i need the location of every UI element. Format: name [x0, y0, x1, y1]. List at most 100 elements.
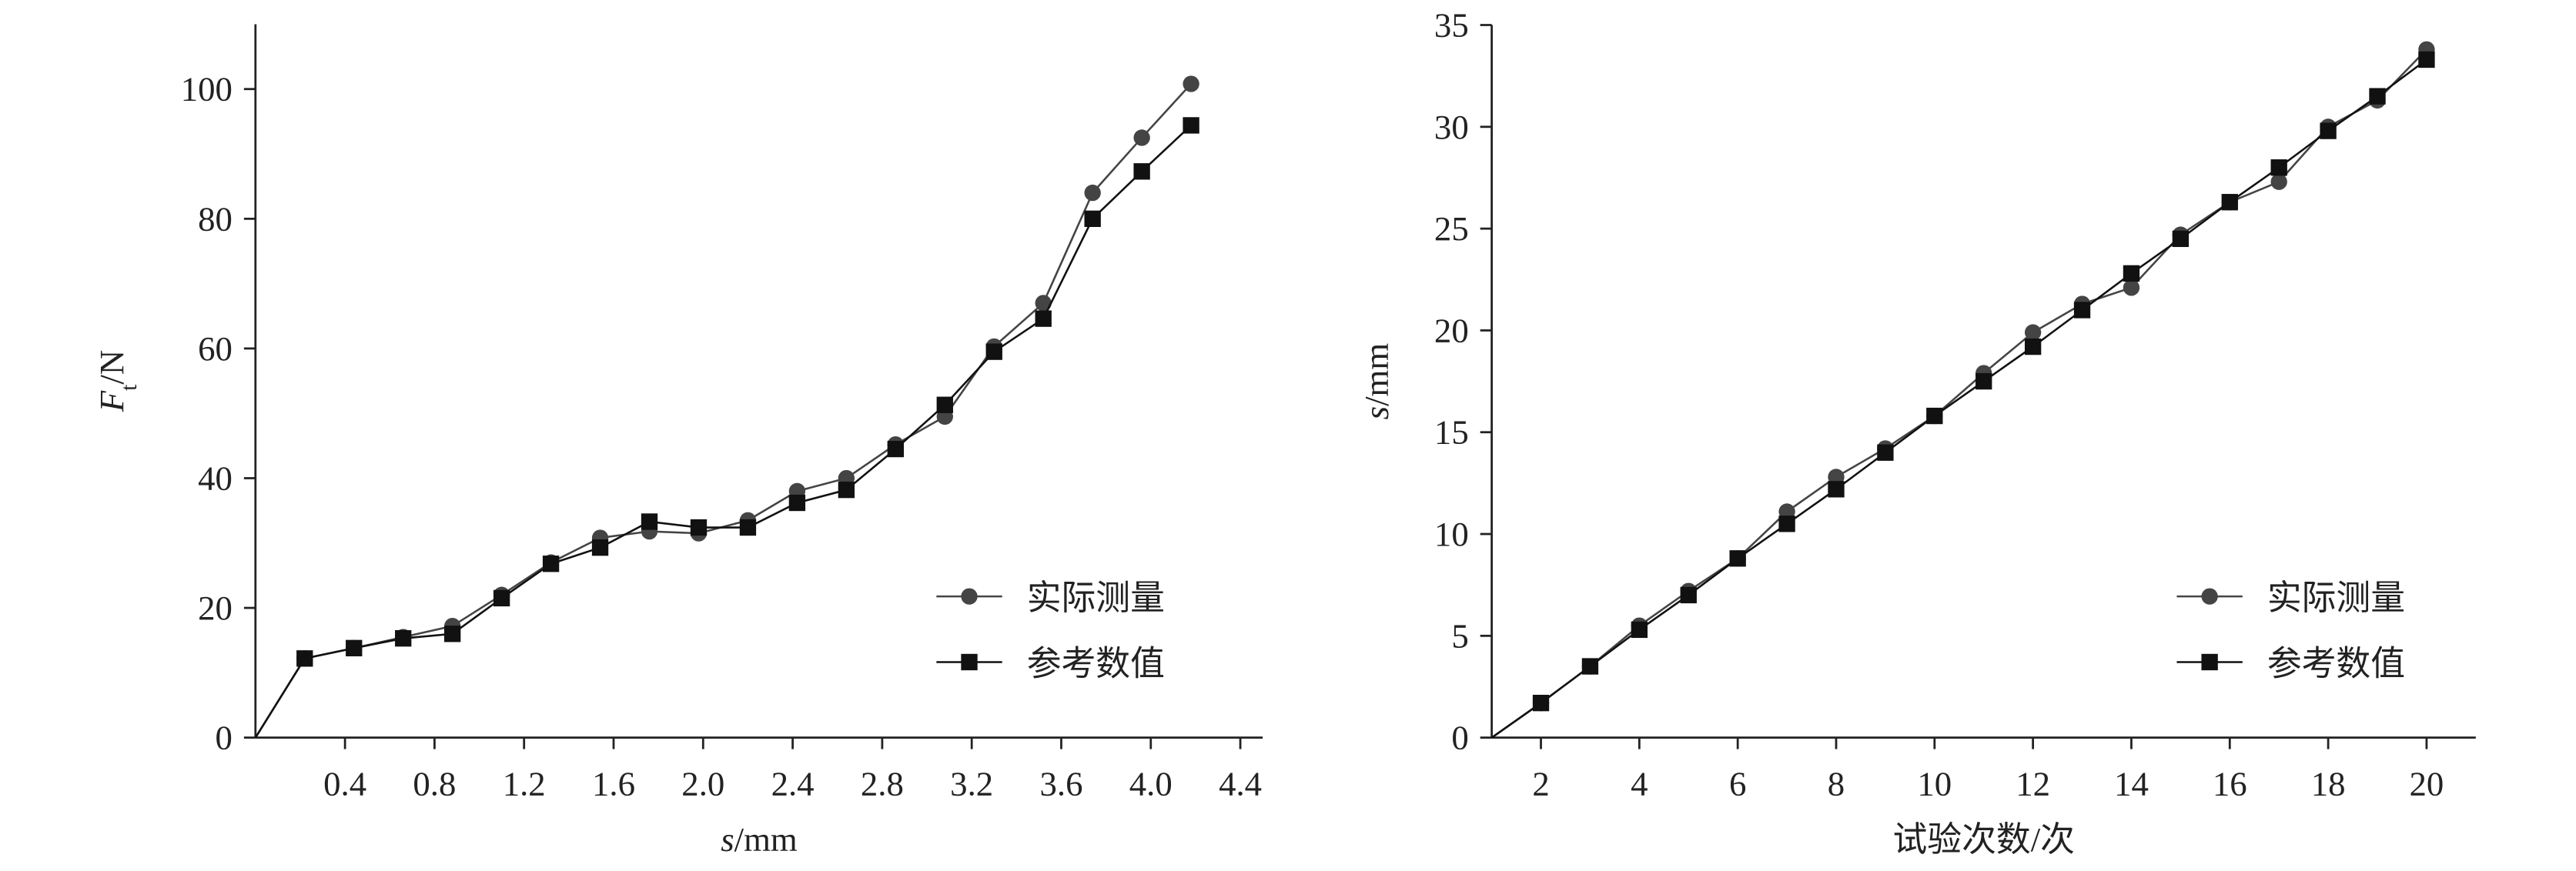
- point: [1133, 163, 1150, 180]
- x-axis-label-var: s: [721, 820, 734, 859]
- x-tick-label: 3.2: [950, 764, 993, 803]
- x-tick-label: 0.8: [413, 764, 456, 803]
- y-axis-label: Ft/N: [92, 350, 141, 412]
- point: [1532, 694, 1550, 712]
- point: [2270, 173, 2287, 190]
- x-tick-label: 14: [2114, 764, 2149, 803]
- x-tick-label: 16: [2213, 764, 2247, 803]
- point: [1183, 117, 1199, 134]
- y-axis-label-var: s: [1357, 406, 1396, 419]
- x-tick-label: 4.4: [1219, 764, 1262, 803]
- y-tick-label: 40: [198, 459, 233, 497]
- y-tick-label: 10: [1434, 515, 1469, 553]
- point: [838, 481, 855, 499]
- point: [1084, 210, 1101, 227]
- y-tick-label: 0: [1451, 719, 1468, 757]
- point: [1183, 75, 1199, 92]
- x-tick-label: 18: [2311, 764, 2346, 803]
- point: [2024, 324, 2042, 341]
- point: [985, 343, 1002, 360]
- point: [444, 626, 461, 642]
- point: [1877, 444, 1894, 461]
- y-tick-label: 60: [198, 329, 233, 368]
- x-tick-label: 2.8: [861, 764, 904, 803]
- point: [1680, 586, 1697, 604]
- legend-label: 参考数值: [2267, 645, 2405, 683]
- legend-marker: [961, 588, 978, 605]
- point: [2369, 88, 2386, 105]
- chart: 0 20 40 60 80 100 0.4 0.8 1.2 1.6 2.0 2.4 2.8 3.2 3.6 4…: [92, 24, 1263, 859]
- y-axis-label-var: F: [92, 390, 131, 412]
- point: [2221, 194, 2238, 211]
- point: [2073, 302, 2091, 319]
- point: [395, 630, 412, 647]
- point: [2172, 230, 2190, 248]
- point: [1133, 129, 1150, 146]
- x-tick-label: 2.4: [771, 764, 815, 803]
- x-tick-label: 2: [1532, 764, 1549, 803]
- x-tick-label: 20: [2410, 764, 2444, 803]
- y-tick-label: 30: [1434, 108, 1469, 146]
- x-axis-label: 试验次数/次: [1893, 820, 2075, 859]
- point: [1926, 407, 1943, 425]
- point: [887, 440, 905, 458]
- point: [2123, 265, 2140, 282]
- y-tick-label: 25: [1434, 209, 1469, 248]
- y-tick-label: 0: [216, 719, 233, 757]
- y-axis-label-unit: /N: [92, 350, 131, 385]
- y-tick-label: 20: [198, 589, 233, 627]
- point: [346, 639, 363, 656]
- x-tick-label: 3.6: [1039, 764, 1082, 803]
- x-tick-label: 2.0: [681, 764, 724, 803]
- y-axis-label-sub: t: [116, 384, 142, 391]
- point: [641, 513, 658, 530]
- point: [2123, 279, 2140, 296]
- point: [2024, 338, 2042, 355]
- point: [1035, 295, 1052, 312]
- point: [493, 589, 510, 607]
- point: [1035, 310, 1052, 327]
- point: [2418, 51, 2435, 68]
- legend-label: 参考数值: [1027, 645, 1165, 683]
- x-tick-label: 12: [2016, 764, 2050, 803]
- point: [1631, 621, 1648, 639]
- x-tick-label: 8: [1828, 764, 1845, 803]
- x-tick-label: 0.4: [323, 764, 366, 803]
- point: [1729, 550, 1746, 567]
- y-axis-label: s/mm: [1357, 343, 1396, 420]
- legend-marker: [2201, 653, 2218, 671]
- point: [542, 556, 560, 572]
- y-tick-label: 100: [181, 70, 233, 108]
- y-tick-label: 15: [1434, 413, 1469, 452]
- point: [1975, 372, 1992, 390]
- y-axis-label-unit: /mm: [1357, 343, 1396, 406]
- x-tick-label: 4: [1631, 764, 1648, 803]
- point: [788, 494, 806, 512]
- y-tick-label: 80: [198, 199, 233, 238]
- point: [591, 539, 609, 556]
- y-tick-label: 5: [1451, 616, 1468, 655]
- legend-label: 实际测量: [1027, 579, 1165, 617]
- point: [2270, 159, 2287, 176]
- x-tick-label: 1.6: [592, 764, 635, 803]
- point: [1778, 516, 1795, 532]
- series-line: [1490, 48, 2427, 739]
- y-tick-label: 20: [1434, 311, 1469, 349]
- y-tick-label: 35: [1434, 5, 1469, 44]
- legend-marker: [961, 653, 978, 671]
- point: [296, 650, 313, 667]
- x-axis-label-unit: /mm: [734, 820, 798, 859]
- point: [690, 519, 708, 536]
- point: [1084, 184, 1101, 202]
- point: [2320, 122, 2337, 139]
- chart: 0 5 10 15 20 25 30 35 2 4 6 8 10 12 14 16 18 20 试验次数/次 s/mm…: [1357, 5, 2476, 859]
- x-tick-label: 1.2: [503, 764, 546, 803]
- x-tick-label: 4.0: [1129, 764, 1173, 803]
- x-axis-label: s/mm: [721, 820, 798, 859]
- legend-label: 实际测量: [2267, 579, 2405, 617]
- point: [739, 519, 757, 536]
- point: [1828, 481, 1845, 498]
- x-tick-label: 10: [1917, 764, 1952, 803]
